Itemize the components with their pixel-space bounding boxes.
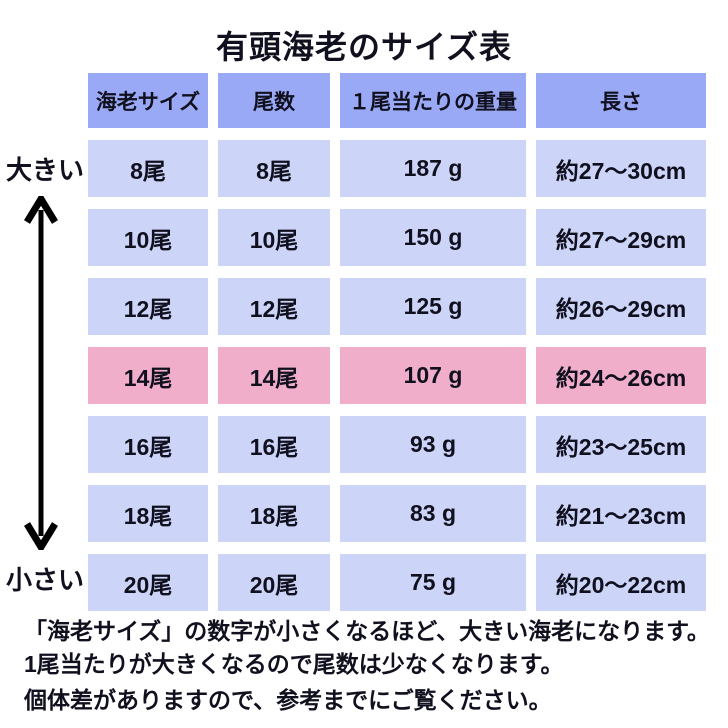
cell-size: 16尾	[88, 416, 208, 473]
footnote-line: 1尾当たりが大きくなるので尾数は少なくなります。	[24, 651, 564, 677]
cell-tails: 20尾	[218, 554, 330, 611]
footnotes: 「海老サイズ」の数字が小さくなるほど、大きい海老になります。 1尾当たりが大きく…	[24, 615, 720, 717]
cell-weight: 150 g	[340, 209, 526, 266]
cell-size: 20尾	[88, 554, 208, 611]
cell-length: 約26〜29cm	[536, 278, 706, 335]
cell-weight: 187 g	[340, 140, 526, 197]
cell-size: 8尾	[88, 140, 208, 197]
label-small: 小さい	[6, 565, 85, 595]
label-large: 大きい	[6, 155, 85, 185]
cell-weight: 83 g	[340, 485, 526, 542]
cell-tails: 14尾	[218, 347, 330, 404]
header-tail-count: 尾数	[218, 73, 330, 128]
cell-size: 18尾	[88, 485, 208, 542]
header-weight-per-tail: １尾当たりの重量	[340, 73, 526, 128]
size-table: 海老サイズ 尾数 １尾当たりの重量 長さ 8尾 8尾 187 g 約27〜30c…	[88, 73, 706, 611]
cell-length: 約20〜22cm	[536, 554, 706, 611]
cell-weight: 75 g	[340, 554, 526, 611]
cell-tails: 8尾	[218, 140, 330, 197]
footnote-line: 「海老サイズ」の数字が小さくなるほど、大きい海老になります。	[24, 618, 710, 644]
cell-weight: 125 g	[340, 278, 526, 335]
cell-size: 14尾	[88, 347, 208, 404]
cell-weight: 107 g	[340, 347, 526, 404]
cell-length: 約24〜26cm	[536, 347, 706, 404]
cell-tails: 18尾	[218, 485, 330, 542]
header-length: 長さ	[536, 73, 706, 128]
cell-length: 約27〜29cm	[536, 209, 706, 266]
cell-size: 12尾	[88, 278, 208, 335]
size-direction-arrow	[24, 196, 58, 550]
cell-tails: 10尾	[218, 209, 330, 266]
cell-tails: 12尾	[218, 278, 330, 335]
cell-weight: 93 g	[340, 416, 526, 473]
header-shrimp-size: 海老サイズ	[88, 73, 208, 128]
cell-length: 約21〜23cm	[536, 485, 706, 542]
cell-size: 10尾	[88, 209, 208, 266]
page-title: 有頭海老のサイズ表	[215, 29, 513, 65]
cell-length: 約27〜30cm	[536, 140, 706, 197]
footnote-line: 個体差がありますので、参考までにご覧ください。	[24, 687, 552, 713]
cell-tails: 16尾	[218, 416, 330, 473]
cell-length: 約23〜25cm	[536, 416, 706, 473]
